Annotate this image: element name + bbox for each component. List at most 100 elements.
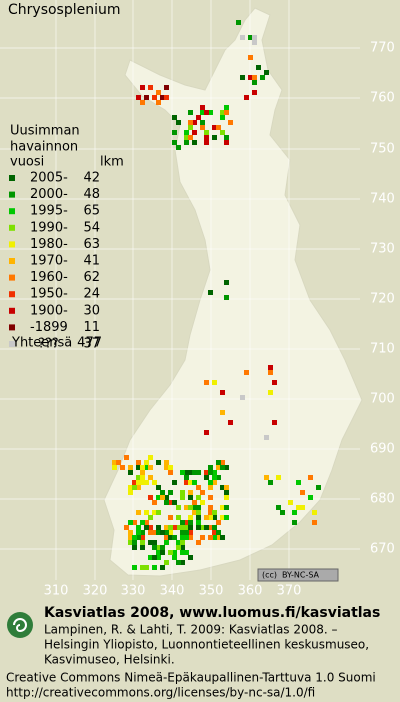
- occurrence-cell: [140, 465, 145, 470]
- occurrence-cell: [276, 475, 281, 480]
- occurrence-cell: [224, 280, 229, 285]
- occurrence-cell: [220, 115, 225, 120]
- occurrence-cell: [164, 465, 169, 470]
- occurrence-cell: [164, 500, 169, 505]
- occurrence-cell: [156, 90, 161, 95]
- legend-swatch: [9, 175, 15, 181]
- occurrence-cell: [228, 420, 233, 425]
- occurrence-cell: [168, 500, 173, 505]
- occurrence-cell: [128, 470, 133, 475]
- occurrence-cell: [136, 95, 141, 100]
- occurrence-cell: [212, 380, 217, 385]
- occurrence-cell: [128, 540, 133, 545]
- occurrence-cell: [188, 535, 193, 540]
- occurrence-cell: [264, 475, 269, 480]
- x-label: 330: [121, 584, 146, 599]
- occurrence-cell: [140, 540, 145, 545]
- occurrence-cell: [188, 520, 193, 525]
- occurrence-cell: [176, 145, 181, 150]
- occurrence-cell: [184, 480, 189, 485]
- occurrence-cell: [132, 540, 137, 545]
- occurrence-cell: [196, 505, 201, 510]
- occurrence-cell: [156, 485, 161, 490]
- occurrence-cell: [256, 65, 261, 70]
- occurrence-cell: [148, 555, 153, 560]
- occurrence-cell: [172, 115, 177, 120]
- occurrence-cell: [204, 470, 209, 475]
- occurrence-cell: [208, 495, 213, 500]
- y-label: 690: [370, 442, 395, 457]
- occurrence-cell: [184, 520, 189, 525]
- occurrence-cell: [224, 495, 229, 500]
- occurrence-cell: [140, 545, 145, 550]
- cc-icon: (cc): [262, 571, 277, 580]
- occurrence-cell: [224, 140, 229, 145]
- occurrence-cell: [172, 525, 177, 530]
- occurrence-cell: [164, 535, 169, 540]
- occurrence-cell: [312, 520, 317, 525]
- occurrence-cell: [196, 520, 201, 525]
- occurrence-cell: [132, 545, 137, 550]
- occurrence-cell: [180, 535, 185, 540]
- legend-label: ???: [38, 337, 59, 352]
- occurrence-cell: [208, 465, 213, 470]
- occurrence-cell: [144, 525, 149, 530]
- occurrence-cell: [136, 475, 141, 480]
- y-label: 750: [370, 142, 395, 157]
- occurrence-cell: [160, 530, 165, 535]
- occurrence-cell: [196, 495, 201, 500]
- occurrence-cell: [220, 515, 225, 520]
- occurrence-cell: [128, 490, 133, 495]
- occurrence-cell: [152, 480, 157, 485]
- y-label: 720: [370, 292, 395, 307]
- occurrence-cell: [192, 470, 197, 475]
- occurrence-cell: [124, 525, 129, 530]
- legend-count: 41: [83, 254, 100, 269]
- occurrence-cell: [188, 135, 193, 140]
- legend-swatch: [9, 208, 15, 215]
- occurrence-cell: [224, 515, 229, 520]
- occurrence-cell: [156, 460, 161, 465]
- occurrence-cell: [136, 460, 141, 465]
- occurrence-cell: [200, 105, 205, 110]
- legend-swatch: [9, 274, 15, 281]
- occurrence-cell: [164, 530, 169, 535]
- occurrence-cell: [116, 460, 121, 465]
- occurrence-cell: [136, 465, 141, 470]
- occurrence-cell: [148, 465, 153, 470]
- occurrence-cell: [188, 505, 193, 510]
- legend-label: 1995-: [30, 204, 68, 219]
- occurrence-cell: [168, 470, 173, 475]
- legend-label: 2005-: [30, 171, 68, 186]
- occurrence-cell: [144, 95, 149, 100]
- occurrence-cell: [184, 550, 189, 555]
- legend-swatch: [9, 307, 15, 314]
- occurrence-cell: [276, 505, 281, 510]
- occurrence-cell: [208, 525, 213, 530]
- occurrence-cell: [152, 565, 157, 570]
- occurrence-cell: [136, 535, 141, 540]
- occurrence-cell: [224, 295, 229, 300]
- occurrence-cell: [220, 485, 225, 490]
- x-label: 320: [83, 584, 108, 599]
- legend-heading: Uusimman: [10, 124, 80, 139]
- occurrence-cell: [192, 140, 197, 145]
- occurrence-cell: [156, 555, 161, 560]
- occurrence-cell: [172, 130, 177, 135]
- occurrence-cell: [200, 120, 205, 125]
- occurrence-cell: [140, 480, 145, 485]
- occurrence-cell: [196, 540, 201, 545]
- occurrence-cell: [248, 75, 253, 80]
- occurrence-cell: [316, 485, 321, 490]
- occurrence-cell: [216, 520, 221, 525]
- occurrence-cell: [268, 365, 273, 370]
- y-label: 700: [370, 392, 395, 407]
- occurrence-cell: [208, 110, 213, 115]
- occurrence-cell: [160, 545, 165, 550]
- occurrence-cell: [280, 510, 285, 515]
- occurrence-cell: [188, 555, 193, 560]
- occurrence-cell: [172, 480, 177, 485]
- occurrence-cell: [176, 545, 181, 550]
- occurrence-cell: [164, 540, 169, 545]
- occurrence-cell: [184, 530, 189, 535]
